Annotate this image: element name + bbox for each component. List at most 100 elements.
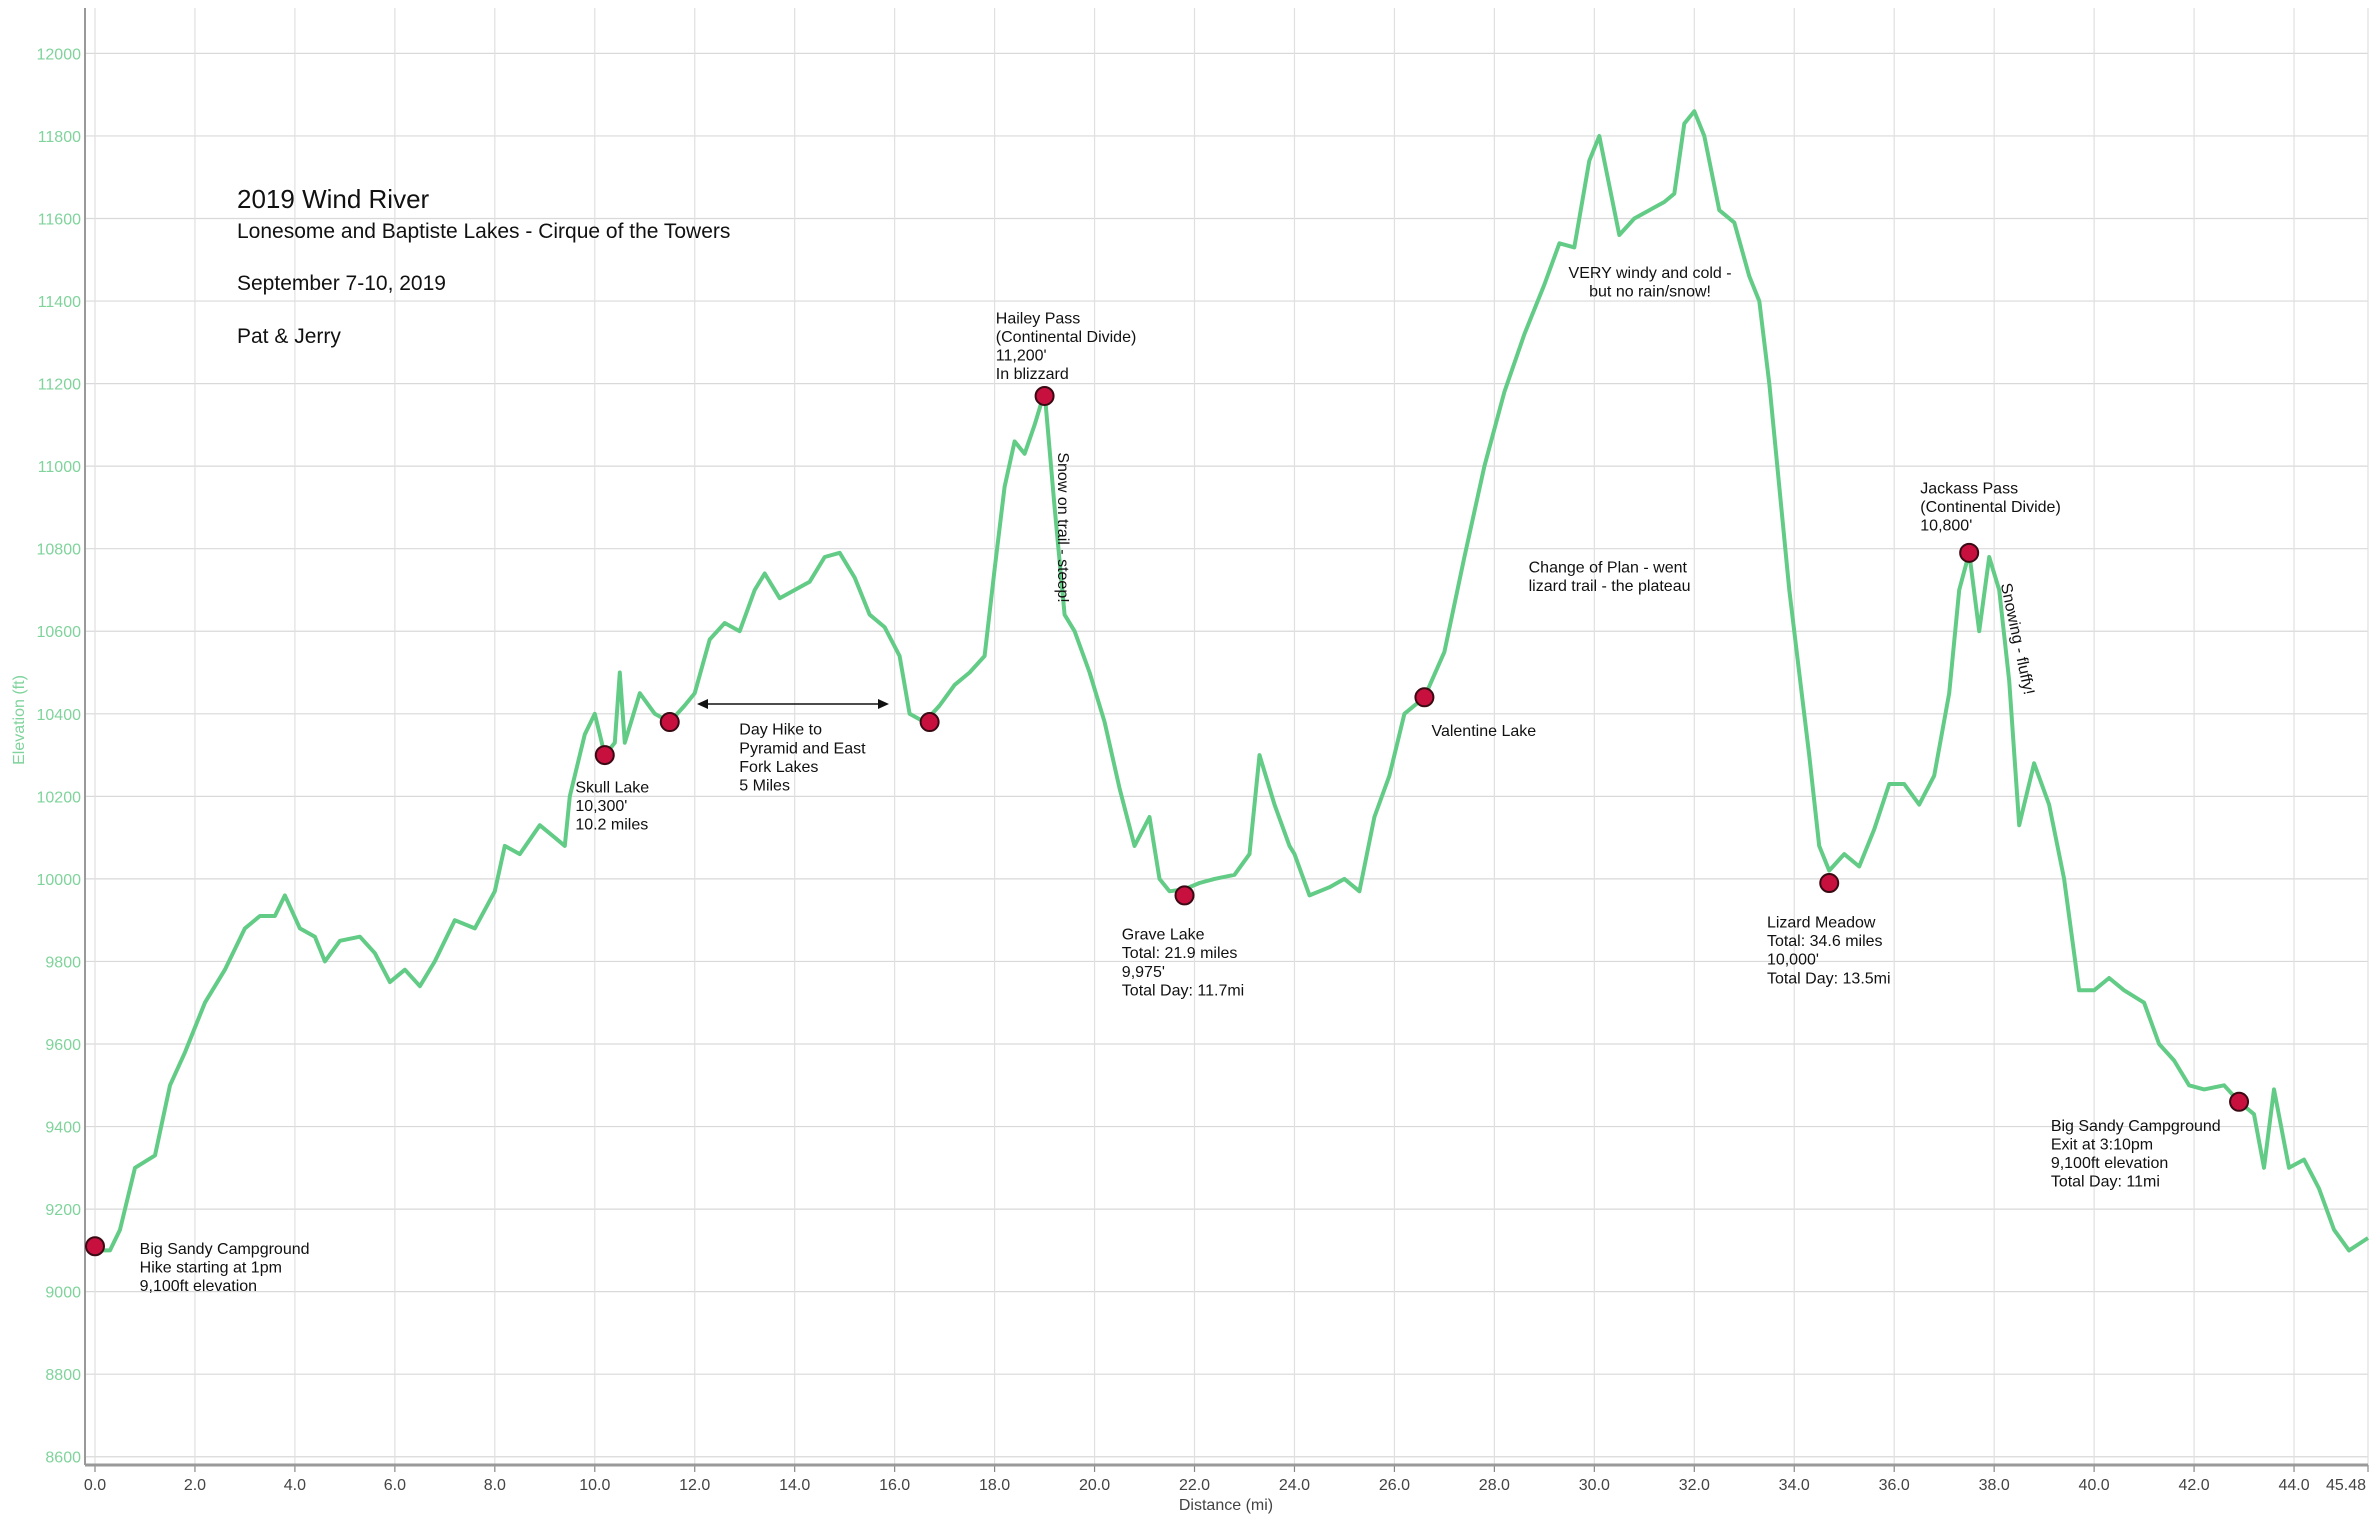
annotation: Jackass Pass (Continental Divide) 10,800' — [1920, 480, 2061, 534]
day-hike-arrow — [697, 699, 889, 709]
annotation: Big Sandy Campground Exit at 3:10pm9,100f… — [2051, 1118, 2221, 1191]
annotation-text: Total Day: 11mi — [2051, 1174, 2160, 1191]
waypoint-marker — [1959, 542, 1980, 563]
x-axis-label: Distance (mi) — [1179, 1497, 1273, 1514]
annotation-text: Total: 21.9 miles — [1122, 945, 1238, 962]
annotation-text: Jackass Pass — [1920, 480, 2018, 497]
annotation: VERY windy and cold -but no rain/snow! — [1569, 265, 1732, 301]
annotation-text: Change of Plan - went — [1529, 559, 1688, 576]
annotation-text: Hike starting at 1pm — [140, 1259, 282, 1276]
y-tick-label: 10000 — [37, 872, 82, 889]
annotation-text: 9,100ft elevation — [140, 1278, 257, 1295]
waypoint-marker — [84, 1236, 105, 1257]
annotation-text: Exit at 3:10pm — [2051, 1137, 2153, 1154]
annotation-text: Big Sandy Campground — [2051, 1118, 2221, 1135]
x-tick-label: 10.0 — [579, 1477, 610, 1494]
waypoint-marker — [2229, 1091, 2250, 1112]
y-tick-label: 9200 — [45, 1202, 81, 1219]
annotation-text: 9,100ft elevation — [2051, 1155, 2168, 1172]
x-tick-label: 40.0 — [2079, 1477, 2110, 1494]
x-tick-label: 16.0 — [879, 1477, 910, 1494]
annotation-text: 9,975' — [1122, 964, 1165, 981]
annotation: Hailey Pass (Continental Divide) 11,200'In… — [996, 310, 1137, 383]
y-tick-label: 11000 — [38, 459, 81, 476]
annotation: Skull Lake 10,300' 10.2 miles — [575, 779, 649, 833]
x-tick-label: 44.0 — [2278, 1477, 2309, 1494]
y-axis-label: Elevation (ft) — [11, 675, 28, 765]
annotation-text: Total Day: 11.7mi — [1122, 982, 1244, 999]
annotation-text: 11,200' — [996, 348, 1047, 365]
y-tick-label: 11200 — [38, 377, 81, 394]
chart-subtitle: Lonesome and Baptiste Lakes - Cirque of … — [237, 220, 730, 243]
y-tick-label: 9800 — [45, 954, 81, 971]
chart-authors: Pat & Jerry — [237, 325, 341, 348]
annotation-text: VERY windy and cold - — [1569, 265, 1732, 282]
y-tick-label: 8800 — [45, 1367, 81, 1384]
waypoint-marker — [659, 712, 680, 733]
x-tick-label: 26.0 — [1379, 1477, 1410, 1494]
y-tick-label: 10800 — [37, 542, 82, 559]
x-tick-label: 8.0 — [484, 1477, 506, 1494]
annotation-text: Total Day: 13.5mi — [1767, 970, 1891, 987]
y-tick-label: 11400 — [38, 294, 81, 311]
x-tick-label: 0.0 — [84, 1477, 106, 1494]
x-tick-label: 38.0 — [1979, 1477, 2010, 1494]
x-tick-label: 12.0 — [679, 1477, 710, 1494]
annotation-text: Snow on trail - steep! — [1054, 452, 1071, 602]
annotation-text: Fork Lakes — [739, 759, 818, 776]
x-tick-label: 30.0 — [1579, 1477, 1610, 1494]
annotation-text: Day Hike to — [739, 722, 822, 739]
x-tick-label: 20.0 — [1079, 1477, 1110, 1494]
y-tick-label: 9000 — [45, 1285, 81, 1302]
y-tick-label: 11800 — [38, 129, 81, 146]
y-tick-label: 9600 — [45, 1037, 81, 1054]
waypoint-marker — [1034, 385, 1055, 406]
x-tick-label: 32.0 — [1679, 1477, 1710, 1494]
y-tick-label: 12000 — [37, 46, 82, 63]
annotation: Snow on trail - steep! — [1054, 452, 1071, 602]
annotation: Valentine Lake — [1431, 723, 1536, 740]
x-tick-label: 6.0 — [384, 1477, 406, 1494]
elevation-line — [95, 109, 2370, 1253]
x-tick-label: 4.0 — [284, 1477, 306, 1494]
annotation: Lizard Meadow Total: 34.6 miles 10,000'Tot… — [1767, 914, 1891, 987]
annotation-text: lizard trail - the plateau — [1529, 578, 1691, 595]
x-tick-label: 22.0 — [1179, 1477, 1210, 1494]
annotation-text: Skull Lake — [575, 779, 649, 796]
y-tick-label: 11600 — [38, 212, 81, 229]
x-tick-label: 28.0 — [1479, 1477, 1510, 1494]
x-tick-label: 18.0 — [979, 1477, 1010, 1494]
annotation-text: 10,000' — [1767, 952, 1819, 969]
annotation-text: 5 Miles — [739, 778, 790, 795]
y-tick-label: 10600 — [37, 624, 82, 641]
grid — [85, 8, 2369, 1465]
chart-title: 2019 Wind River — [237, 184, 430, 214]
annotation-text: Big Sandy Campground — [140, 1241, 310, 1258]
waypoint-marker — [919, 712, 940, 733]
chart-date: September 7-10, 2019 — [237, 272, 446, 295]
x-tick-label: 45.48 — [2326, 1477, 2366, 1494]
annotation-text: Total: 34.6 miles — [1767, 933, 1883, 950]
x-tick-label: 36.0 — [1879, 1477, 1910, 1494]
annotation-text: Valentine Lake — [1431, 723, 1536, 740]
y-tick-label: 10200 — [37, 789, 82, 806]
annotation-text: Hailey Pass — [996, 310, 1080, 327]
x-tick-label: 24.0 — [1279, 1477, 1310, 1494]
annotation-text: Grave Lake — [1122, 927, 1205, 944]
annotation-text: (Continental Divide) — [996, 329, 1137, 346]
waypoint-marker — [594, 745, 615, 766]
annotation-text: Pyramid and East — [739, 740, 866, 757]
annotation-text: In blizzard — [996, 366, 1069, 383]
waypoint-marker — [1414, 687, 1435, 708]
y-tick-label: 8600 — [45, 1450, 81, 1467]
x-tick-label: 42.0 — [2179, 1477, 2210, 1494]
x-tick-label: 2.0 — [184, 1477, 206, 1494]
annotation-text: but no rain/snow! — [1589, 283, 1711, 300]
annotation-text: 10,300' — [575, 798, 627, 815]
x-tick-label: 14.0 — [779, 1477, 810, 1494]
